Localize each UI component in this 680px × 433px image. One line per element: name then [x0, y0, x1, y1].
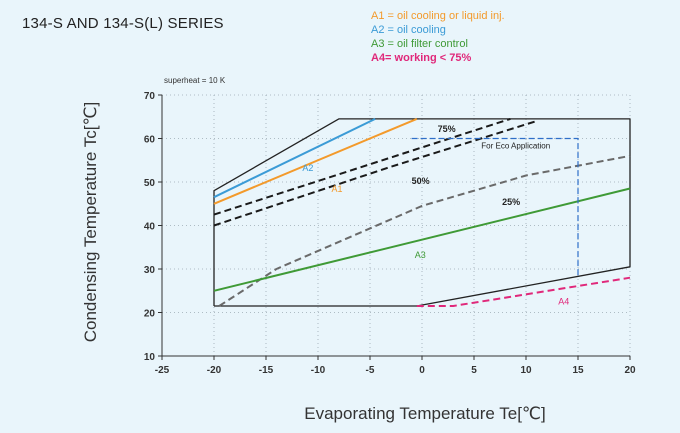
y-tick-label: 40	[144, 222, 156, 233]
legend-entry-a3: A3 = oil filter control	[371, 38, 468, 50]
series-label-a1: A1	[332, 184, 343, 194]
series-line-a1	[213, 117, 418, 205]
y-tick-label: 10	[144, 352, 156, 363]
series-label-a2: A2	[302, 163, 313, 173]
series-label-50: 50%	[412, 176, 430, 186]
x-axis-label: Evaporating Temperature Te[℃]	[304, 404, 546, 423]
series-line-50	[213, 120, 537, 227]
legend: A1 = oil cooling or liquid inj. A2 = oil…	[371, 9, 505, 65]
plot-area	[162, 95, 630, 356]
legend-entry-a1: A1 = oil cooling or liquid inj.	[371, 10, 505, 22]
series-label-a3: A3	[415, 250, 426, 260]
y-tick-label: 50	[144, 178, 156, 189]
legend-entry-a4: A4= working < 75%	[371, 52, 472, 64]
y-tick-label: 60	[144, 135, 156, 146]
x-tick-label: 5	[471, 365, 477, 376]
page-title: 134-S AND 134-S(L) SERIES	[22, 15, 224, 32]
y-tick-label: 30	[144, 265, 156, 276]
series-label-25: 25%	[502, 197, 520, 207]
x-tick-label: 15	[572, 365, 584, 376]
x-tick-label: -10	[311, 365, 326, 376]
x-tick-label: -20	[207, 365, 222, 376]
x-tick-label: -25	[155, 365, 170, 376]
x-tick-label: 20	[624, 365, 636, 376]
x-tick-label: 10	[520, 365, 532, 376]
series-line-25	[218, 154, 631, 307]
y-tick-label: 20	[144, 309, 156, 320]
eco-application-label: For Eco Application	[481, 142, 550, 151]
x-tick-label: -15	[259, 365, 274, 376]
y-tick-label: 70	[144, 91, 156, 102]
superheat-annotation: superheat = 10 K	[164, 76, 226, 85]
series-line-eco-boundary	[411, 137, 579, 276]
series-line-a3	[213, 187, 631, 292]
series-label-75: 75%	[438, 124, 456, 134]
x-tick-label: -5	[366, 365, 375, 376]
series-label-a4: A4	[558, 297, 569, 307]
x-tick-label: 0	[419, 365, 425, 376]
series-line-75	[213, 117, 511, 216]
series-line-a2	[213, 118, 376, 199]
legend-entry-a2: A2 = oil cooling	[371, 24, 446, 36]
series-line-a4	[416, 276, 631, 307]
y-axis-label: Condensing Temperature Tc[℃]	[81, 102, 100, 343]
